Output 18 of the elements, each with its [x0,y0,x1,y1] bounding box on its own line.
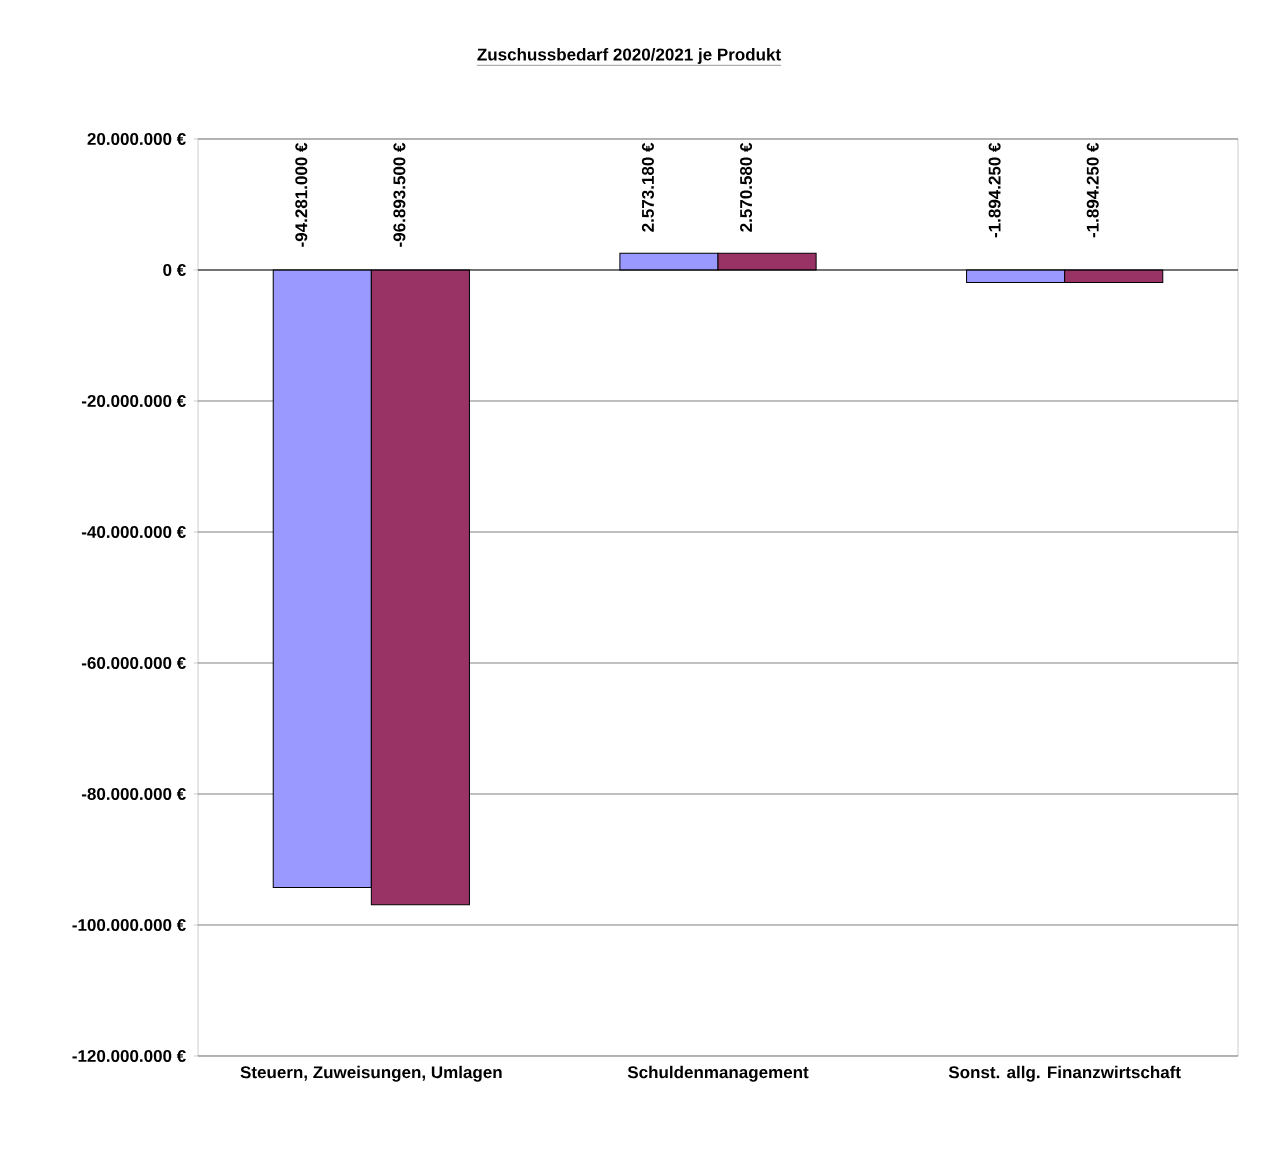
y-tick-label: -120.000.000 € [72,1049,186,1063]
y-tick-label: 0 € [163,263,186,277]
x-tick-label: Sonst. allg. Finanzwirtschaft [948,1065,1181,1082]
y-tick-label: -80.000.000 € [81,787,186,801]
data-label: -94.281.000 € [295,142,308,247]
y-tick-label: -40.000.000 € [81,525,186,539]
y-tick-label: 20.000.000 € [87,132,186,146]
y-tick-label: -60.000.000 € [81,656,186,670]
x-tick-label: Steuern, Zuweisungen, Umlagen [240,1065,502,1082]
data-label: 2.570.580 € [740,142,753,232]
y-tick-label: -20.000.000 € [81,394,186,408]
y-tick-label: -100.000.000 € [72,918,186,932]
x-tick-label: Schuldenmanagement [627,1065,809,1082]
data-label: -1.894.250 € [988,142,1001,238]
data-label: -96.893.500 € [393,142,406,247]
data-label: 2.573.180 € [641,142,654,232]
chart-title: Zuschussbedarf 2020/2021 je Produkt [477,48,781,64]
data-label: -1.894.250 € [1086,142,1099,238]
